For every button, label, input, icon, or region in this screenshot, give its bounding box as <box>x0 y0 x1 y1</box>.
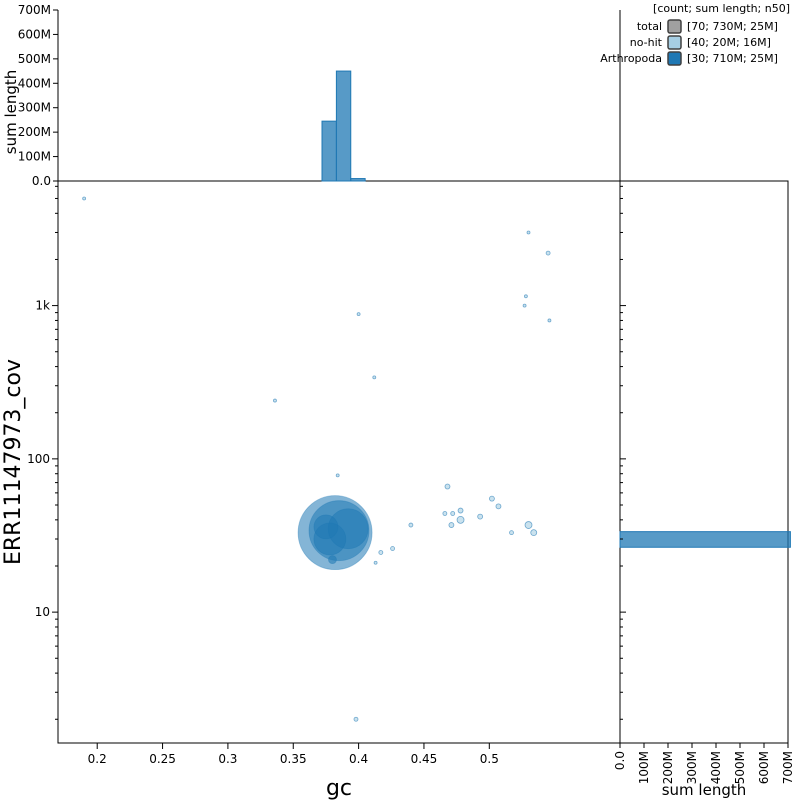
no-hit-point <box>356 312 361 317</box>
x-tick-label: 0.3 <box>218 752 237 766</box>
x-axis-title: gc <box>326 776 352 801</box>
top-hist-tick-label: 600M <box>18 27 51 41</box>
no-hit-point <box>523 294 528 299</box>
no-hit-point <box>353 716 359 722</box>
right-hist-tick-label: 100M <box>637 751 651 784</box>
top-histogram <box>321 70 366 182</box>
no-hit-point <box>547 318 552 323</box>
no-hit-point <box>526 230 531 235</box>
top-hist-bar <box>350 178 366 182</box>
no-hit-point <box>372 375 377 380</box>
no-hit-point <box>524 521 533 529</box>
no-hit-point <box>457 507 464 514</box>
legend-entry-stats: [70; 730M; 25M] <box>687 20 778 33</box>
arthropoda-point <box>328 555 337 565</box>
x-axis-ticks: 0.2 0.25 0.3 0.35 0.4 0.45 0.5 <box>88 743 499 766</box>
x-tick-label: 0.35 <box>280 752 307 766</box>
legend-entry-name: total <box>637 20 662 33</box>
arthropoda-point <box>313 514 339 540</box>
top-hist-bar <box>321 120 337 182</box>
x-tick-label: 0.5 <box>480 752 499 766</box>
x-tick-label: 0.4 <box>349 752 368 766</box>
no-hit-point <box>442 511 448 516</box>
right-hist-frame <box>619 180 789 744</box>
top-hist-bar <box>335 70 352 182</box>
top-hist-tick-label: 0.0 <box>32 174 51 188</box>
legend-title: [count; sum length; n50] <box>653 2 790 15</box>
x-tick-label: 0.2 <box>88 752 107 766</box>
right-hist-x-title: sum length <box>662 781 747 799</box>
top-hist-tick-label: 300M <box>18 101 51 115</box>
top-hist-tick-label: 200M <box>18 125 51 139</box>
no-hit-point <box>82 196 87 201</box>
no-hit-point <box>373 560 378 565</box>
right-hist-tick-label: 200M <box>661 751 675 784</box>
top-hist-y-title: sum length <box>2 70 20 155</box>
no-hit-point <box>509 530 514 536</box>
no-hit-point <box>545 250 551 256</box>
no-hit-point <box>378 550 384 555</box>
top-hist-tick-label: 700M <box>18 3 51 17</box>
legend-entry-name: no-hit <box>630 36 663 49</box>
right-histogram-ticks: 0.0 100M 200M 300M 400M 500M 600M 700M <box>613 743 795 784</box>
legend-swatch <box>667 51 682 66</box>
no-hit-point <box>448 522 455 528</box>
x-tick-label: 0.25 <box>149 752 176 766</box>
y-tick-label: 100 <box>27 452 50 466</box>
right-histogram <box>619 531 791 548</box>
legend-entry-stats: [40; 20M; 16M] <box>687 36 771 49</box>
plot-frames <box>57 10 789 744</box>
no-hit-point <box>273 398 277 403</box>
legend-swatch <box>667 19 682 34</box>
right-hist-tick-label: 600M <box>757 751 771 784</box>
right-hist-tick-label: 400M <box>709 751 723 784</box>
y-tick-label: 10 <box>35 605 50 619</box>
no-hit-point <box>408 522 414 528</box>
legend-entries: total [70; 730M; 25M] no-hit [40; 20M; 16M]… <box>600 19 778 66</box>
no-hit-point <box>522 303 527 308</box>
no-hit-point <box>456 515 465 524</box>
top-hist-tick-label: 100M <box>18 150 51 164</box>
right-hist-tick-label: 0.0 <box>613 751 627 770</box>
no-hit-point <box>530 529 538 537</box>
no-hit-point <box>495 503 502 510</box>
no-hit-point <box>489 495 495 502</box>
legend-entry-name: Arthropoda <box>600 52 662 65</box>
no-hit-point <box>450 511 456 516</box>
legend: [count; sum length; n50] total [70; 730M;… <box>600 2 790 66</box>
no-hit-point <box>335 473 340 478</box>
no-hit-point <box>390 546 395 551</box>
legend-swatch <box>667 35 682 50</box>
top-hist-tick-label: 400M <box>18 76 51 90</box>
x-tick-label: 0.45 <box>411 752 438 766</box>
y-axis-title: ERR11147973_cov <box>1 359 26 565</box>
right-hist-bar <box>619 531 791 548</box>
scatter-points <box>82 196 552 722</box>
y-axis-ticks: 10 100 1k <box>27 185 626 720</box>
legend-entry-stats: [30; 710M; 25M] <box>687 52 778 65</box>
right-hist-tick-label: 500M <box>733 751 747 784</box>
right-hist-tick-label: 700M <box>781 751 795 784</box>
no-hit-point <box>477 513 484 520</box>
top-histogram-ticks: 0.0 100M 200M 300M 400M 500M 600M 700M <box>18 3 58 188</box>
top-hist-tick-label: 500M <box>18 52 51 66</box>
y-tick-label: 1k <box>35 299 50 313</box>
main-plot-frame <box>57 180 621 744</box>
right-hist-tick-label: 300M <box>685 751 699 784</box>
no-hit-point <box>444 483 451 490</box>
